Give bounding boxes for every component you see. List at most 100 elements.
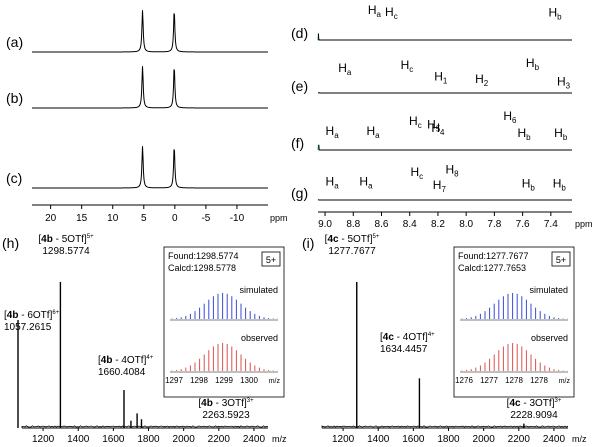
peak-label-e-ha: Ha xyxy=(338,61,352,77)
spectrum-31p-c xyxy=(32,146,268,189)
peak-label-g-hc: Hc xyxy=(410,165,423,181)
peak-label-e-h2: H2 xyxy=(475,72,489,88)
panel-label-d: (d) xyxy=(291,25,308,41)
inset-simulated-label-i: simulated xyxy=(529,285,568,295)
ms-axis-unit-i: m/z xyxy=(572,434,587,444)
ms-axis-unit-h: m/z xyxy=(272,434,287,444)
ms-annotation-i-3: [4c - 3OTf]3+ xyxy=(507,398,562,409)
panel-label-e: (e) xyxy=(291,78,308,94)
peak-label-e-hb: Hb xyxy=(526,56,540,72)
ms-annotation-h-6: [4b - 6OTf]6+ xyxy=(4,310,60,321)
ms-baseline-i xyxy=(321,425,569,428)
peak-label-d-hc: Hc xyxy=(385,5,398,21)
peak-label-f-hc: Hc xyxy=(409,114,422,130)
tick-label-1h: 8.2 xyxy=(431,219,445,230)
ms-tick-label-h: 2400 xyxy=(243,434,266,445)
ms-tick-label-i: 1400 xyxy=(367,434,390,445)
ms-annotation-i-3-value: 2228.9094 xyxy=(510,410,558,421)
inset-tick-label-i: 1277 xyxy=(480,376,498,385)
inset-tick-label-h: 1297 xyxy=(165,376,183,385)
inset-tick-label-h: 1298 xyxy=(190,376,208,385)
inset-tick-label-h: 1300 xyxy=(240,376,258,385)
axis-unit-31p: ppm xyxy=(270,213,288,223)
inset-found-i: Found:1277.7677 xyxy=(458,251,529,261)
ms-tick-label-i: 2200 xyxy=(508,434,531,445)
peak-label-f-ha: Ha xyxy=(326,124,340,140)
ms-tick-label-h: 1800 xyxy=(137,434,160,445)
panel-label-a: (a) xyxy=(6,34,23,50)
inset-found-h: Found:1298.5774 xyxy=(168,251,239,261)
inset-tick-label-i: 1278 xyxy=(530,376,548,385)
panel-label-b: (b) xyxy=(6,90,23,106)
peak-label-d-ha: Ha xyxy=(368,3,382,19)
ms-annotation-h-3-value: 2263.5923 xyxy=(202,410,250,421)
inset-tick-label-h: 1299 xyxy=(215,376,233,385)
peak-label-f-hb: Hb xyxy=(554,126,568,142)
ms-tick-label-i: 2400 xyxy=(543,434,566,445)
ms-annotation-h-4: [4b - 4OTf]4+ xyxy=(98,355,154,366)
inset-charge-box-i xyxy=(551,251,571,267)
inset-simulated-label-h: simulated xyxy=(239,285,278,295)
spectrum-31p-a xyxy=(32,10,268,53)
ms-baseline-h xyxy=(21,425,269,428)
ms-tick-label-h: 1200 xyxy=(32,434,55,445)
peak-label-f-ha: Ha xyxy=(366,124,380,140)
tick-label-1h: 7.8 xyxy=(487,219,501,230)
tick-label-31p: 5 xyxy=(141,213,147,224)
tick-label-31p: 20 xyxy=(45,213,57,224)
ms-annotation-h-5: [4b - 5OTf]5+ xyxy=(38,234,94,245)
ms-tick-label-h: 2000 xyxy=(173,434,196,445)
inset-unit-h: m/z xyxy=(269,378,281,385)
spectrum-1h-d-segment xyxy=(317,33,572,41)
ms-tick-label-i: 1800 xyxy=(437,434,460,445)
tick-label-31p: 10 xyxy=(107,213,119,224)
inset-charge-h: 5+ xyxy=(266,255,276,265)
tick-label-31p: -5 xyxy=(201,213,210,224)
ms-tick-label-i: 1600 xyxy=(402,434,425,445)
ms-annotation-i-5: [4c - 5OTf]5+ xyxy=(325,234,380,245)
peak-label-e-h1: H1 xyxy=(434,70,448,86)
peak-label-g-hb: Hb xyxy=(553,177,567,193)
peak-label-f-h5: H5 xyxy=(427,118,441,134)
peak-label-g-hb: Hb xyxy=(522,177,536,193)
ms-tick-label-i: 1200 xyxy=(332,434,355,445)
inset-calcd-h: Calcd:1298.5778 xyxy=(168,263,236,273)
inset-calcd-i: Calcd:1277.7653 xyxy=(458,263,526,273)
panel-label-h: (h) xyxy=(2,235,19,251)
peak-label-f-h6: H6 xyxy=(503,109,517,125)
ms-annotation-i-5-value: 1277.7677 xyxy=(328,246,376,257)
ms-annotation-h-6-value: 1057.2615 xyxy=(4,322,52,333)
peak-label-f-h4: H4 xyxy=(431,121,445,137)
tick-label-1h: 7.6 xyxy=(516,219,530,230)
tick-label-31p: -10 xyxy=(230,213,245,224)
peak-label-e-h3: H3 xyxy=(557,75,571,91)
inset-charge-i: 5+ xyxy=(556,255,566,265)
ms-tick-label-i: 2000 xyxy=(473,434,496,445)
spectrum-1h-f-segment xyxy=(318,144,572,151)
inset-tick-label-i: 1276 xyxy=(455,376,473,385)
peak-label-g-ha: Ha xyxy=(359,174,373,190)
inset-observed-label-i: observed xyxy=(531,333,568,343)
ms-tick-label-h: 1600 xyxy=(102,434,125,445)
ms-annotation-i-4: [4c - 4OTf]4+ xyxy=(380,332,435,343)
ms-annotation-i-4-value: 1634.4457 xyxy=(380,344,428,355)
panel-label-g: (g) xyxy=(291,185,308,201)
panel-label-c: (c) xyxy=(6,170,22,186)
tick-label-1h: 7.4 xyxy=(544,219,558,230)
peak-label-e-hc: Hc xyxy=(401,58,414,74)
tick-label-1h: 8.6 xyxy=(375,219,389,230)
tick-label-1h: 8.8 xyxy=(346,219,360,230)
tick-label-1h: 8.0 xyxy=(459,219,473,230)
peak-label-f-hb: Hb xyxy=(517,126,531,142)
tick-label-31p: 0 xyxy=(172,213,178,224)
tick-label-31p: 15 xyxy=(76,213,88,224)
ms-annotation-h-5-value: 1298.5774 xyxy=(42,246,90,257)
ms-tick-label-h: 1400 xyxy=(67,434,90,445)
peak-label-g-ha: Ha xyxy=(326,174,340,190)
tick-label-1h: 8.4 xyxy=(403,219,417,230)
panel-label-f: (f) xyxy=(291,135,304,151)
peak-label-g-h7: H7 xyxy=(433,178,447,194)
axis-unit-1h: ppm xyxy=(575,219,593,229)
ms-annotation-h-3: [4b - 3OTf]3+ xyxy=(198,398,254,409)
